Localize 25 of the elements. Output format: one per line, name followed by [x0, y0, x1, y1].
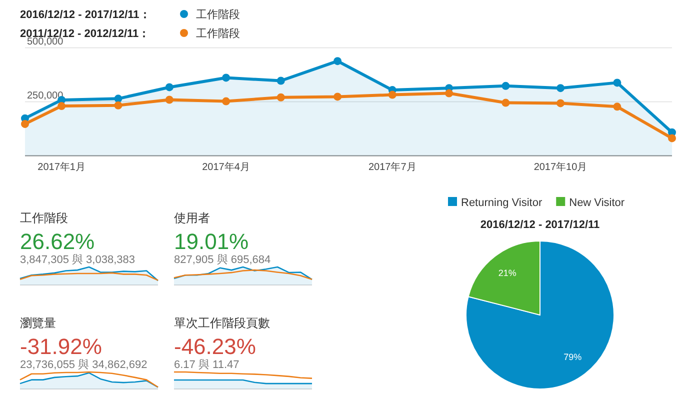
chart-title: 工作階段: [20, 211, 68, 225]
x-tick-label: 2017年10月: [534, 161, 588, 173]
text: 2016/12/12 - 2017/12/11：工作階段: [20, 9, 240, 21]
y-tick-label: 500,000: [27, 36, 64, 48]
legend-label: Returning Visitor: [461, 197, 542, 209]
chart-title: 瀏覽量: [20, 316, 56, 330]
y-tick-label: 250,000: [27, 90, 64, 102]
pie-slice: [466, 240, 614, 390]
data-label: 79%: [564, 352, 582, 362]
chart-subtitle: 26.62%: [20, 229, 95, 254]
x-tick-label: 2017年1月: [38, 161, 86, 173]
x-tick-label: 2017年4月: [202, 161, 250, 173]
text: 827,905 與 695,684: [174, 253, 271, 266]
chart-title: 使用者: [174, 211, 210, 225]
chart-title: 單次工作階段頁數: [174, 316, 270, 330]
text: 3,847,305 與 3,038,383: [20, 253, 135, 266]
chart-subtitle: 19.01%: [174, 229, 249, 254]
text: 23,736,055 與 34,862,692: [20, 358, 148, 371]
text: 2016/12/12 - 2017/12/11: [480, 219, 600, 231]
chart-subtitle: -46.23%: [174, 334, 256, 359]
legend-label: New Visitor: [569, 197, 625, 209]
chart-subtitle: -31.92%: [20, 334, 102, 359]
x-tick-label: 2017年7月: [368, 161, 416, 173]
text: 6.17 與 11.47: [174, 358, 240, 371]
data-label: 21%: [498, 268, 516, 278]
